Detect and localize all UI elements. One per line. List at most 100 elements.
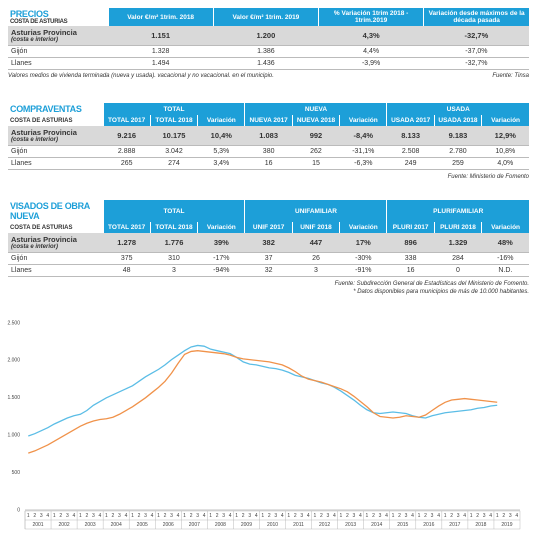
quarter-label: 2 [164,513,167,519]
column-header: Variación desde máximos de la década pas… [423,8,529,26]
year-label: 2015 [397,522,408,528]
cell: 896 [386,233,435,253]
data-table: PRECIOS COSTA DE ASTURIAS Valor €/m² 1trim… [8,8,529,70]
group-header: UNIFAMILIAR [244,200,387,222]
cell: 26 [292,252,340,265]
quarter-label: 3 [483,513,486,519]
cell: -30% [339,252,387,265]
group-header: NUEVA [244,103,387,115]
y-tick-label: 2.500 [7,320,20,326]
cell: 4,4% [318,45,424,58]
quarter-label: 3 [170,513,173,519]
quarter-label: 3 [457,513,460,519]
cell: 375 [103,252,151,265]
quarter-label: 1 [209,513,212,519]
cell: -91% [339,264,387,277]
year-label: 2017 [449,522,460,528]
group-header: PLURIFAMILIAR [386,200,529,222]
cell: 39% [197,233,245,253]
quarter-label: 3 [326,513,329,519]
cell: 5,3% [197,145,245,158]
table-head: COMPRAVENTAS TOTAL NUEVA USADA COSTA DE ASTU… [8,103,529,126]
cell: -37,0% [423,45,529,58]
table-subtitle: COSTA DE ASTURIAS [10,19,68,25]
quarter-label: 3 [300,513,303,519]
column-header: USADA 2018 [433,115,482,126]
cell: -32,7% [423,26,529,46]
cell: 32 [244,264,293,277]
cell: N.D. [481,264,529,277]
table-title: VISADOS DE OBRA NUEVA [8,200,103,222]
quarter-label: 2 [346,513,349,519]
quarter-label: 2 [268,513,271,519]
year-label: 2011 [293,522,304,528]
quarter-label: 4 [99,513,102,519]
row-label: Llanes [11,160,32,167]
quarter-label: 1 [183,513,186,519]
column-header: USADA 2017 [386,115,435,126]
sources: Fuente: Ministerio de Fomento [8,173,529,181]
quarter-label: 3 [379,513,382,519]
cell: 10.175 [150,126,198,146]
column-header: NUEVA 2017 [244,115,293,126]
table-row: Asturias Provincia (costa e interior) 1.27… [8,233,529,253]
quarter-label: 1 [261,513,264,519]
quarter-label: 3 [405,513,408,519]
cell: 16 [386,264,435,277]
source: Fuente: Subdirección General de Estadíst… [334,281,529,287]
quarter-label: 4 [333,513,336,519]
table-title: COMPRAVENTAS [8,103,103,115]
year-label: 2003 [85,522,96,528]
quarter-label: 4 [307,513,310,519]
group-header: TOTAL [102,103,245,115]
note: Valores medios de vivienda terminada (nu… [8,73,274,79]
row-sublabel: (costa e interior) [11,37,59,43]
quarter-label: 1 [53,513,56,519]
cell: 1.200 [213,26,319,46]
column-header: NUEVA 2018 [291,115,340,126]
cell: -94% [197,264,245,277]
cell: 12,9% [481,126,529,146]
cell: 4,0% [481,157,529,170]
cell: 2.780 [434,145,482,158]
quarter-label: 2 [59,513,62,519]
quarter-label: 1 [339,513,342,519]
cell: 8.133 [386,126,435,146]
quarter-label: 2 [294,513,297,519]
group-row: COMPRAVENTAS TOTAL NUEVA USADA [8,103,529,115]
cell: 259 [434,157,482,170]
cell: 1.776 [150,233,198,253]
quarter-label: 1 [105,513,108,519]
cell: 380 [244,145,293,158]
quarter-label: 1 [131,513,134,519]
row-label: Llanes [11,267,32,274]
quarter-label: 1 [313,513,316,519]
year-label: 2018 [475,522,486,528]
quarter-label: 4 [72,513,75,519]
cell: 48% [481,233,529,253]
quarter-label: 4 [177,513,180,519]
series-line [28,344,498,437]
row-label: Gijón [11,48,28,55]
cell: 2.888 [103,145,151,158]
row-label-cell: Gijón [8,252,103,265]
year-label: 2008 [215,522,226,528]
quarter-label: 2 [33,513,36,519]
y-tick-label: 2.000 [7,358,20,364]
year-label: 2012 [319,522,330,528]
data-table: VISADOS DE OBRA NUEVA TOTAL UNIFAMILIAR PLU… [8,200,529,277]
cell: 1.083 [244,126,293,146]
cell: 0 [434,264,482,277]
quarter-label: 3 [431,513,434,519]
cell: 262 [292,145,340,158]
quarter-label: 1 [496,513,499,519]
cell: 447 [292,233,340,253]
y-tick-label: 500 [12,470,21,476]
quarter-label: 2 [320,513,323,519]
column-header: Variación [481,222,529,233]
column-row: COSTA DE ASTURIAS TOTAL 2017 TOTAL 2018 Var… [8,222,529,233]
cell: 3.042 [150,145,198,158]
cell: 1.151 [108,26,214,46]
table-row: Llanes 1.494 1.436 -3,9% -32,7% [8,57,529,70]
